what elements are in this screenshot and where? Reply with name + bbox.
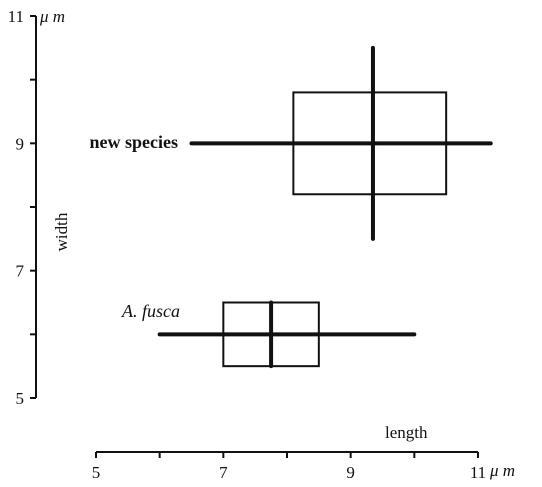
x-tick-label-7: 7 [219,463,228,482]
x-tick-label-9: 9 [346,463,355,482]
y-axis-unit-label: μ m [39,7,65,26]
series-label-a-fusca: A. fusca [121,301,180,321]
y-axis: 5 7 9 11 μ m width [8,7,71,408]
y-ticks: 5 7 9 11 [8,7,36,408]
y-tick-label-11: 11 [8,7,24,26]
x-axis-unit-label: μ m [489,461,515,480]
y-tick-label-9: 9 [16,134,25,153]
series-group [157,45,493,369]
y-tick-label-7: 7 [16,262,25,281]
series-new-species [189,45,493,241]
x-axis: 5 7 9 11 μ m length [92,423,515,482]
series-a-fusca [157,300,417,369]
x-tick-label-5: 5 [92,463,101,482]
x-axis-label: length [385,423,428,442]
y-axis-label: width [52,212,71,251]
x-tick-label-11: 11 [470,463,486,482]
x-ticks: 5 7 9 11 [92,452,486,482]
series-label-new-species: new species [90,132,179,152]
y-tick-label-5: 5 [16,389,25,408]
